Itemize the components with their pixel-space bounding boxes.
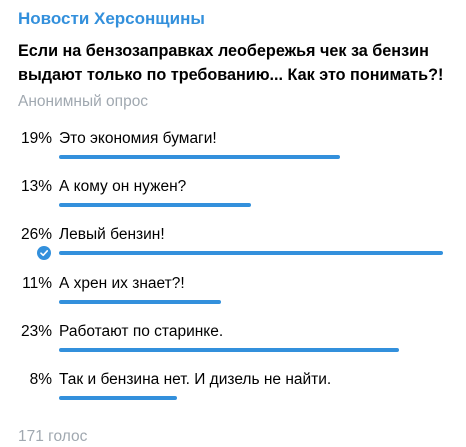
option-result-bar	[59, 251, 443, 256]
poll-type-label: Анонимный опрос	[18, 93, 149, 110]
poll-question-line-2: выдают только по требованию... Как это п…	[18, 66, 444, 84]
option-percent: 11%	[22, 274, 52, 292]
option-percent: 23%	[20, 322, 52, 340]
vote-count: 171 голос	[18, 428, 88, 446]
poll-message: Новости Херсонщины Если на бензозаправка…	[18, 9, 448, 446]
option-percent: 13%	[20, 178, 52, 196]
poll-option-chosen[interactable]: 26% Левый бензин!	[18, 224, 448, 272]
option-label: А хрен их знает?!	[59, 274, 185, 292]
option-result-bar	[59, 155, 340, 159]
option-label: Работают по старинке.	[59, 322, 224, 340]
channel-name[interactable]: Новости Херсонщины	[18, 9, 205, 28]
option-label: Так и бензина нет. И дизель не найти.	[59, 370, 332, 388]
poll-option[interactable]: 19% Это экономия бумаги!	[18, 128, 448, 176]
poll-option[interactable]: 8% Так и бензина нет. И дизель не найти.	[18, 369, 448, 417]
checkmark-icon	[37, 246, 51, 261]
poll-option[interactable]: 11% А хрен их знает?!	[18, 273, 448, 321]
option-percent: 26%	[20, 226, 52, 244]
option-label: А кому он нужен?	[59, 178, 187, 196]
option-result-bar	[59, 299, 221, 304]
option-label: Это экономия бумаги!	[59, 130, 217, 147]
option-result-bar	[59, 395, 177, 400]
poll-option[interactable]: 23% Работают по старинке.	[18, 321, 448, 369]
option-label: Левый бензин!	[59, 226, 165, 244]
option-result-bar	[59, 203, 251, 208]
option-result-bar	[59, 347, 399, 352]
poll-question-line-1: Если на бензозаправках леобережья чек за…	[18, 42, 429, 60]
option-percent: 8%	[29, 370, 52, 388]
option-percent: 19%	[20, 130, 52, 147]
poll-options: 19% Это экономия бумаги! 13% А кому он н…	[18, 128, 448, 417]
poll-option[interactable]: 13% А кому он нужен?	[18, 176, 448, 224]
